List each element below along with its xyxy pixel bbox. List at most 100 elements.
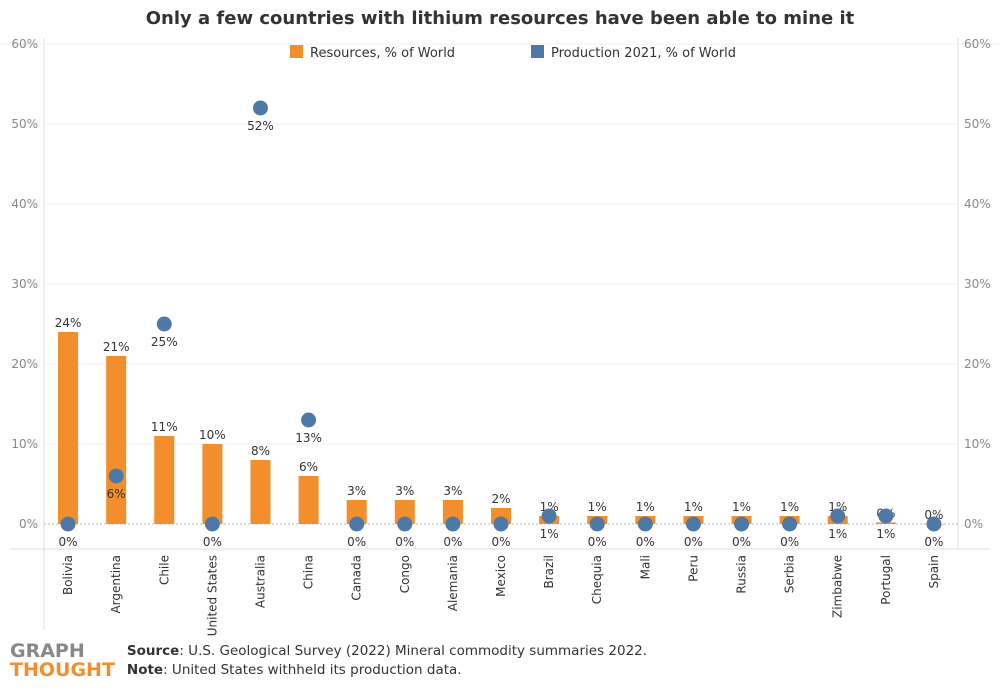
legend-label-resources: Resources, % of World [310, 46, 455, 61]
production-dot [830, 508, 846, 524]
category-label: Chile [157, 555, 171, 585]
category-label: Australia [253, 555, 267, 608]
resource-label: 10% [199, 428, 226, 442]
resource-label: 1% [636, 500, 655, 514]
production-label: 0% [491, 535, 510, 549]
category-label: United States [205, 555, 219, 636]
source-label: Source [126, 643, 180, 659]
logo-line2: THOUGHT [10, 659, 115, 681]
source-line: Source: U.S. Geological Survey (2022) Mi… [127, 642, 647, 661]
production-label: 0% [588, 535, 607, 549]
category-label: Brazil [542, 555, 556, 589]
production-dot [349, 516, 365, 532]
production-label: 0% [347, 535, 366, 549]
production-label: 0% [780, 535, 799, 549]
resource-bar [346, 500, 367, 524]
production-label: 0% [636, 535, 655, 549]
resource-bar [442, 500, 463, 524]
production-dot [156, 316, 172, 332]
notes: Source: U.S. Geological Survey (2022) Mi… [127, 642, 647, 680]
category-label: Serbia [783, 555, 797, 593]
production-label: 0% [443, 535, 462, 549]
production-label: 0% [203, 535, 222, 549]
y-tick-right: 40% [964, 197, 991, 211]
y-tick-left: 0% [19, 517, 38, 531]
production-dot [204, 516, 220, 532]
production-dot [397, 516, 413, 532]
y-tick-right: 60% [964, 37, 991, 51]
chart-svg: 0% 0% 10% 10% 20% 20% 30% 30% 40% 40% 50% 50% 60% 60%… [0, 37, 1000, 636]
production-label: 52% [247, 119, 274, 133]
resource-bar [202, 444, 223, 524]
production-label: 0% [395, 535, 414, 549]
category-label: Bolivia [61, 555, 75, 595]
production-dot [637, 516, 653, 532]
logo: GRAPH THOUGHT [10, 642, 115, 680]
category-label: Zimbabwe [831, 555, 845, 618]
y-tick-right: 0% [964, 517, 983, 531]
y-tick-right: 30% [964, 277, 991, 291]
y-tick-left: 60% [11, 37, 38, 51]
chart-title: Only a few countries with lithium resour… [145, 8, 855, 29]
resource-bar [394, 500, 415, 524]
resource-label: 3% [443, 484, 462, 498]
production-label: 25% [151, 335, 178, 349]
y-tick-right: 50% [964, 117, 991, 131]
production-dot [734, 516, 750, 532]
production-dot [541, 508, 557, 524]
production-label: 13% [295, 431, 322, 445]
production-label: 1% [828, 527, 847, 541]
category-label: Peru [686, 555, 700, 582]
resource-bar [58, 332, 79, 524]
resource-label: 1% [684, 500, 703, 514]
resource-label: 11% [151, 420, 178, 434]
production-dot [301, 412, 317, 428]
production-dot [878, 508, 894, 524]
resource-label: 1% [588, 500, 607, 514]
category-label: Argentina [109, 555, 123, 614]
production-dot [782, 516, 798, 532]
legend-swatch-resources [290, 45, 303, 58]
resource-label: 6% [299, 460, 318, 474]
category-label: Spain [927, 555, 941, 589]
production-dot [60, 516, 76, 532]
y-tick-left: 50% [11, 117, 38, 131]
resource-label: 21% [103, 340, 130, 354]
resource-label: 1% [732, 500, 751, 514]
category-label: Chequia [590, 555, 604, 604]
category-label: Mali [638, 555, 652, 579]
resource-label: 2% [491, 492, 510, 506]
legend-swatch-production [531, 45, 544, 58]
resource-bar [154, 436, 175, 524]
y-tick-left: 20% [11, 357, 38, 371]
source-text: : U.S. Geological Survey (2022) Mineral … [179, 643, 648, 659]
category-label: Russia [735, 555, 749, 594]
resource-label: 3% [395, 484, 414, 498]
production-dot [445, 516, 461, 532]
production-label: 1% [876, 527, 895, 541]
footer: GRAPH THOUGHT Source: U.S. Geological Su… [10, 642, 647, 680]
y-tick-left: 40% [11, 197, 38, 211]
resource-label: 24% [55, 316, 82, 330]
y-tick-right: 10% [964, 437, 991, 451]
legend-label-production: Production 2021, % of World [551, 46, 736, 61]
production-dot [108, 468, 124, 484]
resource-bar [298, 476, 319, 524]
y-tick-left: 10% [11, 437, 38, 451]
category-label: Canada [350, 555, 364, 601]
category-label: Alemania [446, 555, 460, 611]
category-label: Mexico [494, 555, 508, 597]
production-dot [589, 516, 605, 532]
production-label: 0% [732, 535, 751, 549]
production-label: 6% [107, 487, 126, 501]
production-label: 0% [924, 535, 943, 549]
production-label: 1% [540, 527, 559, 541]
category-label: China [302, 555, 316, 589]
note-label: Note [126, 662, 164, 678]
resource-bar [250, 460, 271, 524]
production-dot [493, 516, 509, 532]
resource-label: 1% [780, 500, 799, 514]
production-label: 0% [59, 535, 78, 549]
category-label: Congo [398, 555, 412, 593]
